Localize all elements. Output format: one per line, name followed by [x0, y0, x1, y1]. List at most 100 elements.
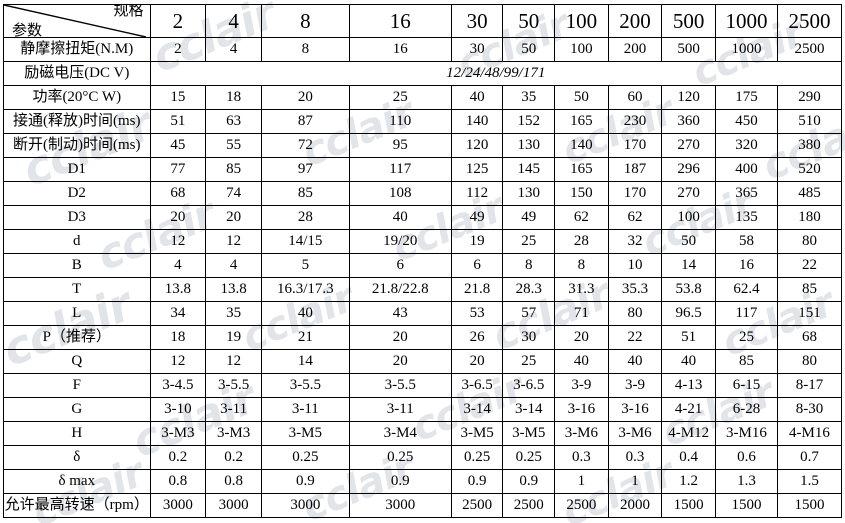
data-cell: 77 [149, 157, 207, 182]
data-cell: 3-5.5 [260, 373, 350, 398]
data-cell: 290 [776, 85, 843, 110]
data-cell: 35.3 [607, 277, 663, 302]
table-row: 断开(制动)时间(ms) 45 55 72 95 120 130 140 170 270 320 38… [3, 133, 843, 158]
data-cell: 63 [205, 109, 262, 134]
row-label: 接通(释放)时间(ms) [3, 109, 151, 134]
data-cell: 120 [450, 133, 504, 158]
data-cell: 85 [776, 277, 843, 302]
data-cell: 3-5.5 [348, 373, 452, 398]
data-cell: 21.8/22.8 [348, 277, 452, 302]
data-cell: 1500 [776, 493, 843, 518]
row-label: δ [3, 445, 151, 470]
data-cell: 97 [260, 157, 350, 182]
data-cell: 1 [607, 469, 663, 494]
data-cell: 22 [776, 253, 843, 278]
data-cell: 3-10 [149, 397, 207, 422]
data-cell: 1.2 [661, 469, 716, 494]
data-cell: 400 [715, 157, 778, 182]
data-cell: 62.4 [715, 277, 778, 302]
data-cell: 16 [348, 37, 452, 62]
row-label: 励磁电压(DC V) [3, 61, 151, 86]
data-cell: 20 [348, 349, 452, 374]
column-header-100: 100 [554, 4, 609, 38]
data-cell: 13.8 [205, 277, 262, 302]
data-cell: 40 [450, 85, 504, 110]
table-row: 接通(释放)时间(ms) 51 63 87 110 140 152 165 230 360 450 5… [3, 109, 843, 134]
data-cell: 4 [205, 37, 262, 62]
data-cell: 3-M6 [607, 421, 663, 446]
data-cell: 0.25 [502, 445, 556, 470]
data-cell: 3-11 [260, 397, 350, 422]
table-row: 允许最高转速（rpm） 3000 3000 3000 3000 2500 2500 2500 2… [3, 493, 843, 518]
data-cell: 125 [450, 157, 504, 182]
data-cell: 51 [661, 325, 716, 350]
data-cell: 85 [715, 349, 778, 374]
row-label: D3 [3, 205, 151, 230]
data-cell: 58 [715, 229, 778, 254]
data-cell: 8 [502, 253, 556, 278]
data-cell: 80 [776, 229, 843, 254]
data-cell: 40 [607, 349, 663, 374]
data-cell: 1500 [715, 493, 778, 518]
data-cell: 95 [348, 133, 452, 158]
data-cell: 112 [450, 181, 504, 206]
data-cell: 12 [205, 229, 262, 254]
data-cell: 13.8 [149, 277, 207, 302]
table-row: 静摩擦扭矩(N.M) 2 4 8 16 30 50 100 200 500 1000 2500 [3, 37, 843, 62]
column-header-2: 2 [149, 4, 207, 38]
data-cell: 20 [149, 205, 207, 230]
data-cell: 450 [715, 109, 778, 134]
data-cell: 32 [607, 229, 663, 254]
data-cell: 117 [715, 301, 778, 326]
data-cell: 140 [554, 133, 609, 158]
row-label: 静摩擦扭矩(N.M) [3, 37, 151, 62]
data-cell: 365 [715, 181, 778, 206]
data-cell: 6 [450, 253, 504, 278]
data-cell: 3000 [205, 493, 262, 518]
data-cell: 28 [554, 229, 609, 254]
data-cell: 145 [502, 157, 556, 182]
table-row: 励磁电压(DC V) 12/24/48/99/171 [3, 61, 843, 86]
data-cell: 120 [661, 85, 716, 110]
data-cell: 180 [776, 205, 843, 230]
data-cell: 19 [205, 325, 262, 350]
data-cell: 62 [554, 205, 609, 230]
row-label: G [3, 397, 151, 422]
data-cell: 270 [661, 133, 716, 158]
data-cell: 22 [607, 325, 663, 350]
data-cell: 40 [260, 301, 350, 326]
row-label: L [3, 301, 151, 326]
data-cell: 57 [502, 301, 556, 326]
data-cell: 320 [715, 133, 778, 158]
data-cell: 3-6.5 [502, 373, 556, 398]
data-cell: 25 [348, 85, 452, 110]
column-header-1000: 1000 [715, 4, 778, 38]
table-row: D3 20 20 28 40 49 49 62 62 100 135 180 [3, 205, 843, 230]
data-cell: 20 [554, 325, 609, 350]
data-cell: 4 [205, 253, 262, 278]
data-cell: 12 [149, 229, 207, 254]
data-cell: 135 [715, 205, 778, 230]
data-cell: 40 [348, 205, 452, 230]
data-cell: 71 [554, 301, 609, 326]
data-cell: 6 [348, 253, 452, 278]
table-row: P（推荐） 18 19 21 20 26 30 20 22 51 25 68 [3, 325, 843, 350]
data-cell: 19 [450, 229, 504, 254]
diagonal-divider-icon [4, 5, 146, 37]
row-label: T [3, 277, 151, 302]
data-cell: 152 [502, 109, 556, 134]
data-cell: 20 [260, 85, 350, 110]
data-cell: 0.9 [260, 469, 350, 494]
data-cell: 3-M16 [715, 421, 778, 446]
table-row: G 3-10 3-11 3-11 3-11 3-14 3-14 3-16 3-16 4-21 6-2… [3, 397, 843, 422]
row-label: 允许最高转速（rpm） [3, 493, 151, 518]
data-cell: 8 [260, 37, 350, 62]
data-cell: 4-21 [661, 397, 716, 422]
data-cell: 1 [554, 469, 609, 494]
data-cell: 50 [502, 37, 556, 62]
data-cell: 0.9 [348, 469, 452, 494]
table-row: 功率(20°C W) 15 18 20 25 40 35 50 60 120 175 290 [3, 85, 843, 110]
data-cell: 74 [205, 181, 262, 206]
data-cell: 100 [554, 37, 609, 62]
merged-value-cell: 12/24/48/99/171 [149, 61, 843, 86]
